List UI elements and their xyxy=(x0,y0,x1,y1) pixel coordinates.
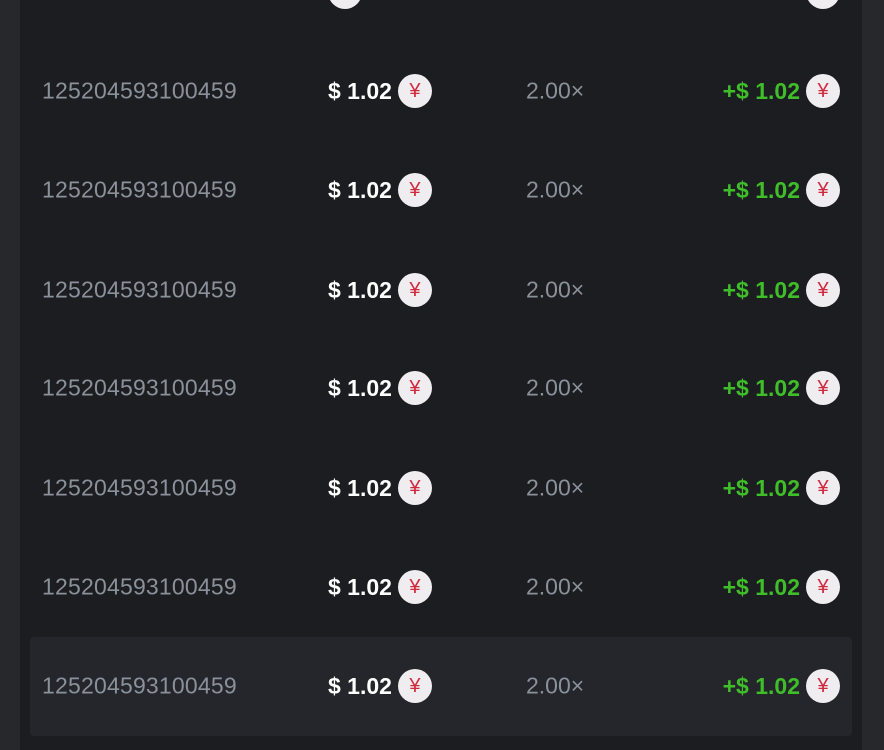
yen-coin-icon: ¥ xyxy=(806,570,840,604)
yen-coin-icon: ¥ xyxy=(397,173,432,207)
bet-amount: $ 1.02 ¥ xyxy=(328,669,432,703)
bet-profit-value: +$ 1.02 xyxy=(722,374,800,401)
table-row[interactable]: 125204593100459 $ 1.02 ¥2.00× +$ 1.02 ¥ xyxy=(30,241,852,340)
bet-amount: $ 1.02 ¥ xyxy=(328,74,432,108)
bet-amount-value: $ 1.02 xyxy=(328,672,392,699)
bet-profit: +$ 1.02 ¥ xyxy=(723,74,840,108)
yen-coin-icon: ¥ xyxy=(806,669,840,703)
bet-id: 125204593100459 xyxy=(42,176,237,203)
yen-coin-icon: ¥ xyxy=(397,570,432,604)
bet-id: 125204593100459 xyxy=(42,276,237,303)
bets-list-panel: 125204593100459 $ 1.02 ¥2.00× +$ 1.02 ¥12520… xyxy=(20,0,862,750)
bet-amount: $ 1.02 ¥ xyxy=(328,273,432,307)
bet-id: 125204593100459 xyxy=(42,77,237,104)
bet-amount xyxy=(328,0,362,9)
multiplier: 2.00× xyxy=(526,276,585,303)
bet-profit: +$ 1.02 ¥ xyxy=(723,669,840,703)
bet-amount: $ 1.02 ¥ xyxy=(328,371,432,405)
yen-coin-icon: ¥ xyxy=(397,74,432,108)
yen-coin-icon: ¥ xyxy=(397,371,432,405)
bet-profit xyxy=(806,0,840,9)
multiplier: 2.00× xyxy=(526,573,585,600)
bet-profit: +$ 1.02 ¥ xyxy=(723,273,840,307)
bet-amount-value: $ 1.02 xyxy=(328,374,392,401)
yen-coin-icon: ¥ xyxy=(806,173,840,207)
bet-profit-value: +$ 1.02 xyxy=(722,77,800,104)
bet-amount-value: $ 1.02 xyxy=(328,77,392,104)
table-row[interactable]: 125204593100459 $ 1.02 ¥2.00× +$ 1.02 ¥ xyxy=(30,339,852,438)
yen-coin-icon: ¥ xyxy=(806,74,840,108)
multiplier: 2.00× xyxy=(526,474,585,501)
bet-amount: $ 1.02 ¥ xyxy=(328,570,432,604)
yen-coin-icon: ¥ xyxy=(806,371,840,405)
bet-profit-value: +$ 1.02 xyxy=(722,276,800,303)
table-row[interactable]: 125204593100459 $ 1.02 ¥2.00× +$ 1.02 ¥ xyxy=(30,141,852,240)
yen-coin-icon xyxy=(328,0,362,9)
bet-amount-value: $ 1.02 xyxy=(328,474,392,501)
bet-amount-value: $ 1.02 xyxy=(328,176,392,203)
multiplier: 2.00× xyxy=(526,374,585,401)
multiplier: 2.00× xyxy=(526,672,585,699)
bet-amount-value: $ 1.02 xyxy=(328,573,392,600)
yen-coin-icon xyxy=(806,0,840,9)
bet-profit-value: +$ 1.02 xyxy=(722,573,800,600)
yen-coin-icon: ¥ xyxy=(806,471,840,505)
bet-id: 125204593100459 xyxy=(42,474,237,501)
table-row[interactable]: 125204593100459 $ 1.02 ¥2.00× +$ 1.02 ¥ xyxy=(30,636,852,736)
table-row[interactable]: 125204593100459 $ 1.02 ¥2.00× +$ 1.02 ¥ xyxy=(30,538,852,637)
bet-amount: $ 1.02 ¥ xyxy=(328,173,432,207)
yen-coin-icon: ¥ xyxy=(806,273,840,307)
bet-profit-value: +$ 1.02 xyxy=(722,474,800,501)
multiplier: 2.00× xyxy=(526,176,585,203)
bet-profit: +$ 1.02 ¥ xyxy=(723,371,840,405)
bet-profit-value: +$ 1.02 xyxy=(722,176,800,203)
table-row[interactable]: 125204593100459 $ 1.02 ¥2.00× +$ 1.02 ¥ xyxy=(30,439,852,538)
bet-profit: +$ 1.02 ¥ xyxy=(723,570,840,604)
yen-coin-icon: ¥ xyxy=(397,669,432,703)
bet-profit: +$ 1.02 ¥ xyxy=(723,471,840,505)
bet-profit-value: +$ 1.02 xyxy=(722,672,800,699)
yen-coin-icon: ¥ xyxy=(397,471,432,505)
bet-id: 125204593100459 xyxy=(42,374,237,401)
bet-amount-value: $ 1.02 xyxy=(328,276,392,303)
table-row[interactable]: 125204593100459 $ 1.02 ¥2.00× +$ 1.02 ¥ xyxy=(30,42,852,141)
multiplier: 2.00× xyxy=(526,77,585,104)
bet-id: 125204593100459 xyxy=(42,573,237,600)
bet-id: 125204593100459 xyxy=(42,672,237,699)
bet-amount: $ 1.02 ¥ xyxy=(328,471,432,505)
yen-coin-icon: ¥ xyxy=(397,273,432,307)
table-row-partial[interactable] xyxy=(30,0,852,41)
bet-profit: +$ 1.02 ¥ xyxy=(723,173,840,207)
